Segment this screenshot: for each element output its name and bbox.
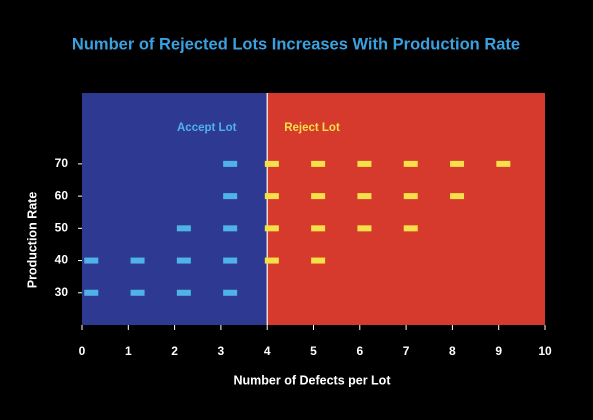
point bbox=[311, 225, 326, 232]
point bbox=[223, 160, 238, 167]
region bbox=[82, 93, 268, 325]
point bbox=[403, 225, 418, 232]
point bbox=[450, 160, 465, 167]
point bbox=[403, 160, 418, 167]
y-tick-label: 30 bbox=[55, 285, 69, 299]
x-tick-label: 6 bbox=[356, 344, 363, 358]
x-tick-label: 2 bbox=[171, 344, 178, 358]
y-tick-label: 40 bbox=[55, 253, 69, 267]
region-label: Reject Lot bbox=[284, 122, 340, 134]
point bbox=[84, 289, 99, 296]
x-tick-label: 1 bbox=[125, 344, 132, 358]
point bbox=[496, 160, 511, 167]
point bbox=[357, 160, 372, 167]
x-tick-label: 10 bbox=[538, 344, 552, 358]
point bbox=[223, 193, 238, 200]
x-tick-label: 0 bbox=[79, 344, 86, 358]
point bbox=[130, 289, 145, 296]
x-axis-label: Number of Defects per Lot bbox=[234, 373, 392, 387]
point bbox=[84, 257, 99, 264]
x-tick-label: 5 bbox=[310, 344, 317, 358]
point bbox=[264, 193, 279, 200]
x-tick-label: 8 bbox=[449, 344, 456, 358]
point bbox=[176, 225, 191, 232]
point bbox=[357, 225, 372, 232]
point bbox=[130, 257, 145, 264]
x-tick-label: 3 bbox=[218, 344, 225, 358]
region-label: Accept Lot bbox=[177, 122, 237, 134]
point bbox=[264, 160, 279, 167]
chart-title: Number of Rejected Lots Increases With P… bbox=[72, 35, 520, 53]
region bbox=[267, 93, 545, 325]
y-tick-label: 70 bbox=[55, 156, 69, 170]
x-tick-label: 4 bbox=[264, 344, 271, 358]
point bbox=[450, 193, 465, 200]
point bbox=[264, 225, 279, 232]
point bbox=[357, 193, 372, 200]
point bbox=[176, 289, 191, 296]
point bbox=[223, 289, 238, 296]
y-tick-label: 50 bbox=[55, 221, 69, 235]
point bbox=[264, 257, 279, 264]
point bbox=[176, 257, 191, 264]
point bbox=[403, 193, 418, 200]
point bbox=[311, 193, 326, 200]
y-tick-label: 60 bbox=[55, 188, 69, 202]
x-tick-label: 9 bbox=[495, 344, 502, 358]
y-axis-label: Production Rate bbox=[25, 192, 39, 289]
point bbox=[223, 225, 238, 232]
point bbox=[223, 257, 238, 264]
x-tick-label: 7 bbox=[403, 344, 410, 358]
point bbox=[311, 160, 326, 167]
point bbox=[311, 257, 326, 264]
